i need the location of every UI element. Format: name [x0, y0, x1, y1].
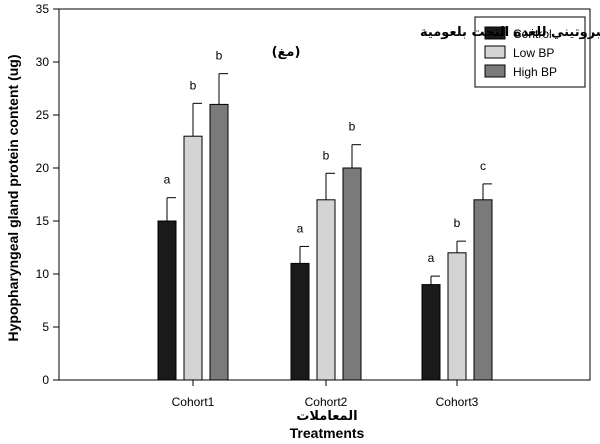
- y-tick-label: 25: [36, 108, 50, 122]
- y-tick-label: 30: [36, 55, 50, 69]
- legend-label: High BP: [513, 65, 557, 79]
- chart-title-arabic: المحتوى البروتيني للغدة التحت بلعومية: [420, 25, 600, 40]
- y-tick-label: 5: [42, 320, 49, 334]
- y-tick-label: 15: [36, 214, 50, 228]
- y-tick-label: 35: [36, 2, 50, 16]
- x-tick-label: Cohort2: [305, 395, 348, 409]
- bar: [447, 252, 467, 381]
- bar: [183, 135, 203, 381]
- legend-swatch: [484, 26, 506, 40]
- y-tick-label: 20: [36, 161, 50, 175]
- y-axis-label: Hypopharyngeal gland protein content (ug…: [5, 55, 21, 342]
- x-tick-label: Cohort3: [436, 395, 479, 409]
- significance-letter: b: [349, 120, 356, 134]
- chart-title-arabic-unit: (مغ): [272, 45, 301, 60]
- significance-letter: b: [454, 216, 461, 230]
- significance-letter: b: [216, 49, 223, 63]
- significance-letter: a: [428, 251, 435, 265]
- legend-swatch: [484, 45, 506, 59]
- x-axis-label: Treatments: [290, 425, 365, 441]
- bar: [157, 220, 177, 381]
- bar: [421, 284, 441, 381]
- x-axis: Cohort1 Cohort2 Cohort3: [172, 380, 479, 409]
- significance-letter: a: [297, 221, 304, 235]
- bar: [316, 199, 336, 381]
- significance-letter: c: [480, 159, 486, 173]
- legend-label: Control: [513, 27, 552, 41]
- x-axis-label-arabic: المعاملات: [296, 409, 357, 424]
- bar: [342, 167, 362, 381]
- x-tick-label: Cohort1: [172, 395, 215, 409]
- y-axis: 0 5 10 15 20 25 30 35: [36, 2, 59, 387]
- bar: [473, 199, 493, 381]
- y-tick-label: 0: [42, 373, 49, 387]
- significance-letter: a: [164, 173, 171, 187]
- legend: Control Low BP High BP: [474, 16, 586, 88]
- bar: [209, 103, 229, 381]
- y-tick-label: 10: [36, 267, 50, 281]
- legend-label: Low BP: [513, 46, 554, 60]
- significance-letter: b: [190, 78, 197, 92]
- legend-swatch: [484, 64, 506, 78]
- bars: a b b a b b a b c: [157, 49, 493, 381]
- bar: [290, 262, 310, 381]
- significance-letter: b: [323, 148, 330, 162]
